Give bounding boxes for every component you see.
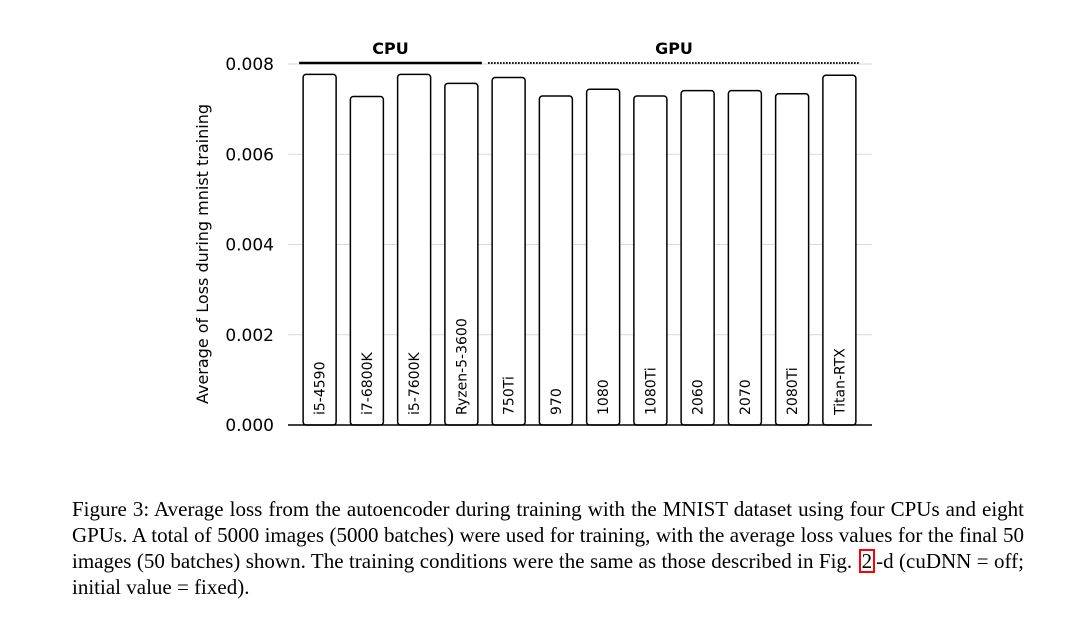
bar-label: 2060 — [691, 379, 707, 415]
bar-label: 2070 — [738, 379, 754, 415]
bar-label: i7-6800K — [360, 352, 376, 415]
y-tick-label: 0.004 — [225, 236, 274, 256]
bar-label: 1080Ti — [643, 367, 659, 415]
y-axis-label: Average of Loss during mnist training — [193, 104, 212, 404]
y-axis-ticks: 0.000 0.002 0.004 0.006 0.008 — [225, 55, 274, 436]
bar-label: 970 — [549, 388, 565, 415]
bar — [538, 95, 574, 426]
y-tick-label: 0.008 — [225, 55, 274, 75]
caption-text-end: -d (cuDNN = off; initial value = fixed). — [72, 549, 1024, 599]
y-tick-label: 0.002 — [225, 326, 274, 346]
group-headers: CPU GPU — [299, 39, 860, 65]
bar-chart: 0.000 0.002 0.004 0.006 0.008 i5-4590 i7-6800… — [193, 39, 872, 436]
bar — [680, 89, 715, 426]
figure-caption: Figure 3: Average loss from the autoenco… — [72, 496, 1024, 600]
bar-label: 750Ti — [502, 376, 518, 415]
y-tick-label: 0.006 — [225, 145, 274, 165]
bar — [585, 88, 621, 426]
group-label: GPU — [655, 39, 693, 58]
bar-label: 1080 — [596, 379, 612, 415]
bar — [727, 89, 763, 426]
bar-label: Ryzen-5-3600 — [454, 318, 470, 415]
group-label: CPU — [372, 39, 408, 58]
caption-text: Figure 3: Average loss from the autoenco… — [72, 497, 1024, 573]
bars: i5-4590 i7-6800K i5-7600K Ryzen-5-3600 750Ti… — [302, 73, 857, 426]
bar-label: 2080Ti — [785, 367, 801, 415]
bar-label: i5-4590 — [313, 362, 329, 415]
figure-reference-link[interactable]: 2 — [858, 549, 876, 573]
y-tick-label: 0.000 — [225, 416, 274, 436]
bar — [491, 76, 526, 426]
bar-label: Titan-RTX — [832, 348, 848, 416]
bar-label: i5-7600K — [407, 352, 423, 415]
